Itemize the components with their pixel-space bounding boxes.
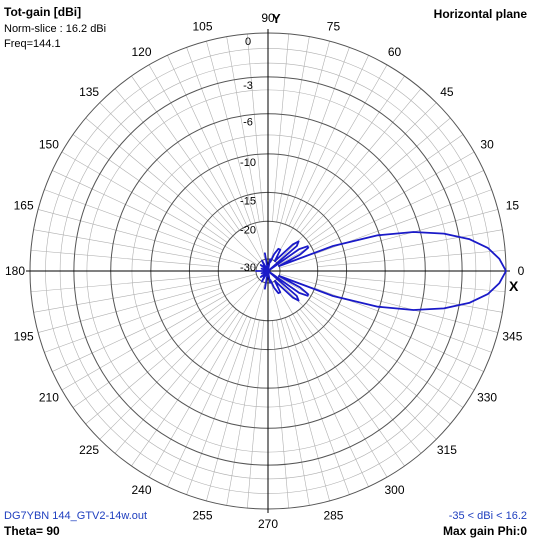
grid-spoke xyxy=(312,291,484,372)
angle-labels: 0 15 30 45 60 75 90 105 120 135 150 165 180 195 210 225… xyxy=(5,11,525,531)
radial-tick-label: -3 xyxy=(243,80,253,92)
grid-spoke xyxy=(33,229,220,263)
grid-spoke xyxy=(305,117,451,240)
grid-spoke xyxy=(316,279,503,313)
grid-spoke xyxy=(226,319,260,506)
radial-labels: 0 -3 -6 -10 -15 -20 -30 xyxy=(240,36,256,274)
polar-grid xyxy=(26,29,510,513)
pattern-trace xyxy=(255,231,507,311)
grid-spoke xyxy=(276,36,310,223)
grid-spoke xyxy=(299,308,422,454)
angle-tick-label: 90 xyxy=(261,11,275,25)
angle-tick-label: 120 xyxy=(131,45,151,59)
angle-tick-label: 195 xyxy=(14,329,34,343)
grid-spoke xyxy=(284,317,350,495)
angle-tick-label: 150 xyxy=(39,138,59,152)
file-name-label: DG7YBN 144_GTV2-14w.out xyxy=(4,510,148,522)
angle-tick-label: 300 xyxy=(384,483,404,497)
grid-spoke xyxy=(308,134,464,243)
grid-spoke xyxy=(317,275,506,293)
angle-tick-label: 255 xyxy=(193,508,213,522)
angle-tick-label: 270 xyxy=(258,517,278,531)
y-axis-label: Y xyxy=(272,11,281,26)
grid-spoke xyxy=(226,36,260,223)
radial-tick-label: -20 xyxy=(240,224,256,236)
grid-spoke xyxy=(296,311,405,467)
grid-spoke xyxy=(186,317,252,495)
grid-spoke xyxy=(167,315,248,487)
angle-tick-label: 105 xyxy=(193,20,213,34)
grid-spoke xyxy=(246,320,264,509)
grid-spoke xyxy=(52,170,224,251)
grid-spoke xyxy=(299,88,422,234)
grid-spoke xyxy=(85,117,231,240)
grid-spoke xyxy=(305,302,451,425)
grid-spoke xyxy=(312,170,484,251)
angle-tick-label: 45 xyxy=(440,85,454,99)
grid-spoke xyxy=(148,281,263,478)
angle-tick-label: 75 xyxy=(327,20,341,34)
angle-tick-label: 60 xyxy=(388,45,402,59)
angle-tick-label: 30 xyxy=(480,138,494,152)
grid-spoke xyxy=(61,151,258,266)
grid-spoke xyxy=(273,64,388,261)
gain-range-label: -35 < dBi < 16.2 xyxy=(448,510,527,522)
angle-tick-label: 225 xyxy=(79,443,99,457)
radiation-pattern xyxy=(255,231,507,311)
grid-spoke xyxy=(308,299,464,408)
x-axis-label: X xyxy=(509,278,519,294)
grid-spoke xyxy=(167,55,248,227)
grid-spoke xyxy=(284,47,350,225)
radial-tick-label: -6 xyxy=(243,117,253,129)
grid-spoke xyxy=(44,189,222,255)
grid-spoke xyxy=(276,319,310,506)
grid-spoke xyxy=(114,308,237,454)
radial-tick-label: -10 xyxy=(240,157,256,169)
grid-spoke xyxy=(44,287,222,353)
grid-spoke xyxy=(288,55,369,227)
grid-spoke xyxy=(316,229,503,263)
norm-slice-label: Norm-slice : 16.2 dBi xyxy=(4,23,107,35)
angle-tick-label: 165 xyxy=(14,199,34,213)
grid-spoke xyxy=(246,33,264,222)
grid-spoke xyxy=(288,315,369,487)
angle-tick-label: 345 xyxy=(502,329,522,343)
grid-spoke xyxy=(131,311,240,467)
grid-spoke xyxy=(30,249,219,267)
angle-tick-label: 210 xyxy=(39,391,59,405)
angle-tick-label: 240 xyxy=(131,483,151,497)
grid-spoke xyxy=(114,88,237,234)
radial-tick-label: -15 xyxy=(240,195,256,207)
grid-spoke xyxy=(72,299,228,408)
angle-tick-label: 330 xyxy=(477,391,497,405)
chart-title: Tot-gain [dBi] xyxy=(4,5,82,19)
angle-tick-label: 135 xyxy=(79,85,99,99)
angle-tick-label: 285 xyxy=(323,508,343,522)
grid-spoke xyxy=(30,275,219,293)
grid-spoke xyxy=(186,47,252,225)
grid-spoke xyxy=(72,134,228,243)
radial-tick-label: -30 xyxy=(240,262,256,274)
frequency-label: Freq=144.1 xyxy=(4,38,61,50)
grid-spoke xyxy=(317,249,506,267)
grid-spoke xyxy=(61,276,258,391)
angle-tick-label: 180 xyxy=(5,264,25,278)
grid-spoke xyxy=(273,281,388,478)
grid-spoke xyxy=(52,291,224,372)
grid-spoke xyxy=(272,320,290,509)
angle-tick-label: 15 xyxy=(506,199,520,213)
angle-tick-label: 315 xyxy=(437,443,457,457)
radial-tick-label: 0 xyxy=(245,36,251,48)
grid-spoke xyxy=(85,302,231,425)
plane-label: Horizontal plane xyxy=(433,7,527,21)
max-gain-label: Max gain Phi:0 xyxy=(442,524,527,538)
grid-spoke xyxy=(272,33,290,222)
theta-label: Theta= 90 xyxy=(4,524,60,538)
angle-tick-label: 0 xyxy=(518,264,525,278)
grid-spoke xyxy=(296,75,405,231)
grid-spoke xyxy=(33,279,220,313)
grid-spoke xyxy=(131,75,240,231)
